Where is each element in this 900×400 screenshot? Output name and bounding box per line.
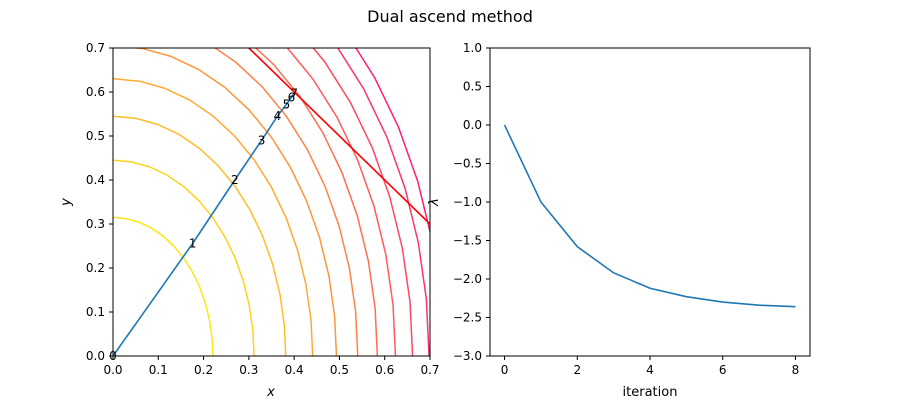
contour-line — [312, 48, 414, 356]
y-tick-label: 0.0 — [463, 118, 482, 132]
x-tick-label: 0.1 — [149, 363, 168, 377]
y-tick-label: 0.3 — [86, 217, 105, 231]
contour-line — [213, 48, 359, 356]
contour-line — [113, 78, 314, 356]
contour-line — [113, 159, 255, 356]
x-tick-label: 0 — [501, 363, 509, 377]
right-y-ticks: 1.0 0.5 0.0 −0.5 −1.0 −1.5 −2.0 −2.5 −3.0 — [453, 41, 490, 363]
constraint-line — [248, 48, 430, 225]
iterate-label: 4 — [274, 109, 282, 123]
x-tick-label: 0.4 — [285, 363, 304, 377]
constraint-segment — [248, 48, 430, 225]
right-x-ticks: 0 2 4 6 8 — [501, 356, 800, 377]
left-x-label: x — [266, 385, 275, 400]
contour-line — [286, 48, 397, 356]
lambda-line — [503, 124, 796, 308]
x-tick-label: 2 — [573, 363, 581, 377]
left-y-ticks: 0.0 0.1 0.2 0.3 0.4 0.5 0.6 0.7 — [86, 41, 113, 363]
y-tick-label: 0.7 — [86, 41, 105, 55]
contour-line — [336, 48, 430, 356]
left-axes-frame — [112, 47, 431, 357]
contour-lines — [113, 48, 430, 356]
x-tick-label: 0.0 — [103, 363, 122, 377]
y-tick-label: −2.0 — [453, 272, 482, 286]
iterate-label: 5 — [283, 97, 291, 111]
contour-line — [128, 48, 338, 356]
x-tick-label: 8 — [792, 363, 800, 377]
x-tick-label: 0.6 — [375, 363, 394, 377]
y-tick-label: 1.0 — [463, 41, 482, 55]
left-y-label: y — [59, 198, 74, 207]
y-tick-label: 0.5 — [463, 80, 482, 94]
lambda-series — [503, 124, 796, 308]
y-tick-label: 0.5 — [86, 129, 105, 143]
y-tick-label: 0.4 — [86, 173, 105, 187]
x-tick-label: 0.7 — [420, 363, 439, 377]
x-tick-label: 6 — [719, 363, 727, 377]
y-tick-label: −3.0 — [453, 349, 482, 363]
x-tick-label: 0.5 — [330, 363, 349, 377]
contour-line — [113, 216, 214, 356]
iterate-path — [113, 92, 295, 356]
x-tick-label: 4 — [646, 363, 654, 377]
iterate-label: 1 — [189, 236, 197, 250]
contour-line — [254, 48, 379, 356]
y-tick-label: −2.5 — [453, 311, 482, 325]
iterate-label: 6 — [288, 90, 296, 104]
y-tick-label: 0.1 — [86, 305, 105, 319]
left-x-ticks: 0.0 0.1 0.2 0.3 0.4 0.5 0.6 0.7 — [103, 356, 440, 377]
contour-line — [113, 115, 287, 356]
right-x-label: iteration — [623, 385, 678, 400]
y-tick-label: 0.2 — [86, 261, 105, 275]
y-tick-label: −1.0 — [453, 195, 482, 209]
right-y-label: λ — [427, 198, 442, 207]
iterate-label: 7 — [290, 86, 298, 100]
x-tick-label: 0.3 — [239, 363, 258, 377]
y-tick-label: −0.5 — [453, 157, 482, 171]
y-tick-label: 0.0 — [86, 349, 105, 363]
y-tick-label: −1.5 — [453, 234, 482, 248]
figure-title: Dual ascend method — [367, 7, 533, 26]
contour-plot: 01234567 0.00.10.20.30.40.50.60.7 0.00.1… — [59, 41, 440, 400]
iterate-label: 3 — [258, 133, 266, 147]
iterate-line — [113, 92, 295, 356]
y-tick-label: 0.6 — [86, 85, 105, 99]
iterate-label: 2 — [231, 173, 239, 187]
x-tick-label: 0.2 — [194, 363, 213, 377]
